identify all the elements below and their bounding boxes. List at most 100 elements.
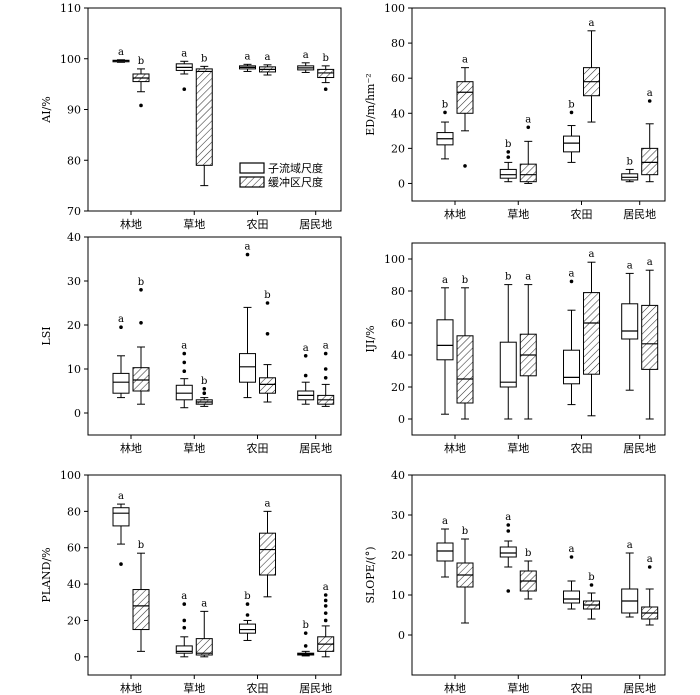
outlier-point	[323, 351, 328, 356]
box-plain: a	[621, 260, 639, 391]
box-iqr	[563, 135, 581, 153]
box-hatched: a	[641, 554, 659, 626]
y-tick-label: 40	[391, 469, 405, 482]
box-iqr	[456, 81, 474, 114]
x-tick-label: 农田	[571, 681, 593, 695]
significance-letter: a	[118, 491, 124, 502]
significance-letter: a	[627, 540, 633, 551]
significance-letter: a	[303, 343, 309, 354]
outlier-point	[506, 155, 511, 159]
legend-label-plain: 子流域尺度	[268, 161, 323, 175]
box-hatched: b	[195, 53, 213, 187]
y-tick-label: 90	[67, 104, 81, 117]
box-plain: a	[297, 343, 315, 405]
box-plain: a	[175, 48, 193, 91]
significance-letter: a	[323, 582, 329, 593]
box-hatched: a	[259, 52, 277, 76]
x-tick-label: 农田	[247, 441, 269, 455]
significance-letter: b	[525, 548, 531, 559]
significance-letter: a	[505, 512, 511, 523]
outlier-point	[182, 618, 187, 623]
significance-letter: b	[322, 53, 328, 64]
box-iqr	[641, 304, 659, 370]
outlier-point	[323, 618, 328, 623]
box-plain: b	[563, 99, 581, 163]
y-axis-label: SLOPE/(°)	[364, 546, 377, 603]
outlier-point	[303, 631, 308, 635]
significance-letter: a	[181, 591, 187, 602]
outlier-point	[506, 529, 511, 533]
box-hatched: a	[641, 88, 659, 183]
x-tick-label: 林地	[444, 681, 466, 695]
y-tick-label: 100	[384, 253, 405, 266]
chart-panel-4: 0 20 40 60 80 100 IJI/% 林地 草地 农田 居民地 a b a a b a a a	[364, 242, 666, 455]
legend-label-hatched: 缓冲区尺度	[268, 175, 323, 189]
outlier-point	[569, 110, 574, 115]
y-tick-label: 20	[67, 614, 81, 627]
x-tick-label: 草地	[507, 442, 529, 455]
y-tick-label: 20	[67, 319, 81, 332]
plot-frame	[411, 242, 666, 436]
box-hatched: a	[641, 257, 659, 420]
significance-letter: b	[442, 99, 448, 110]
outlier-point	[323, 87, 328, 91]
y-tick-label: 60	[391, 317, 405, 330]
outlier-point	[245, 252, 250, 257]
chart-panel-2: 0 20 40 60 80 100 ED/m/hm⁻² 林地 草地 农田 居民地 b b b b a a a a	[364, 2, 666, 221]
significance-letter: a	[647, 554, 653, 565]
y-tick-label: 20	[391, 381, 405, 394]
x-tick-label: 草地	[507, 208, 529, 221]
box-iqr	[175, 645, 193, 654]
outlier-point	[139, 288, 143, 292]
y-tick-label: 80	[67, 154, 81, 167]
x-tick-label: 居民地	[623, 442, 656, 455]
outlier-point	[463, 164, 467, 168]
x-tick-label: 居民地	[299, 682, 332, 695]
significance-letter: b	[138, 540, 144, 551]
significance-letter: b	[264, 290, 270, 301]
box-plain: a	[563, 544, 581, 610]
box-iqr	[259, 532, 277, 576]
box-plain: a	[436, 275, 454, 415]
y-tick-label: 110	[60, 2, 81, 15]
box-hatched: b	[456, 275, 474, 420]
y-tick-label: 30	[67, 275, 81, 288]
significance-letter: b	[462, 526, 468, 537]
outlier-point	[303, 644, 308, 648]
box-hatched: a	[583, 18, 601, 123]
y-tick-label: 10	[67, 363, 81, 376]
box-plain: a	[112, 47, 130, 63]
box-hatched: a	[583, 249, 601, 417]
x-tick-label: 农田	[247, 217, 269, 231]
box-plain: b	[297, 620, 315, 657]
plot-frame	[411, 474, 666, 676]
box-plain: a	[239, 242, 257, 399]
box-iqr	[239, 353, 257, 383]
box-hatched: a	[519, 272, 537, 420]
y-axis-label: IJI/%	[364, 325, 377, 352]
box-plain: b	[436, 99, 454, 160]
box-iqr	[195, 638, 213, 656]
box-plain: a	[175, 341, 193, 409]
box-hatched: a	[456, 55, 474, 168]
outlier-point	[526, 125, 531, 130]
box-iqr	[499, 546, 517, 558]
outlier-point	[569, 279, 574, 284]
box-plain: a	[436, 516, 454, 578]
x-tick-label: 林地	[120, 217, 142, 231]
outlier-point	[245, 602, 250, 606]
x-tick-label: 居民地	[299, 218, 332, 231]
outlier-point	[506, 150, 511, 154]
outlier-point	[182, 369, 187, 374]
outlier-point	[139, 103, 143, 108]
significance-letter: a	[589, 249, 595, 260]
significance-letter: b	[588, 572, 594, 583]
outlier-point	[323, 376, 328, 380]
outlier-point	[182, 625, 187, 630]
outlier-point	[506, 589, 511, 593]
y-tick-label: 10	[391, 589, 405, 602]
x-tick-label: 农田	[571, 207, 593, 221]
y-tick-label: 0	[398, 413, 405, 426]
outlier-point	[119, 325, 123, 330]
